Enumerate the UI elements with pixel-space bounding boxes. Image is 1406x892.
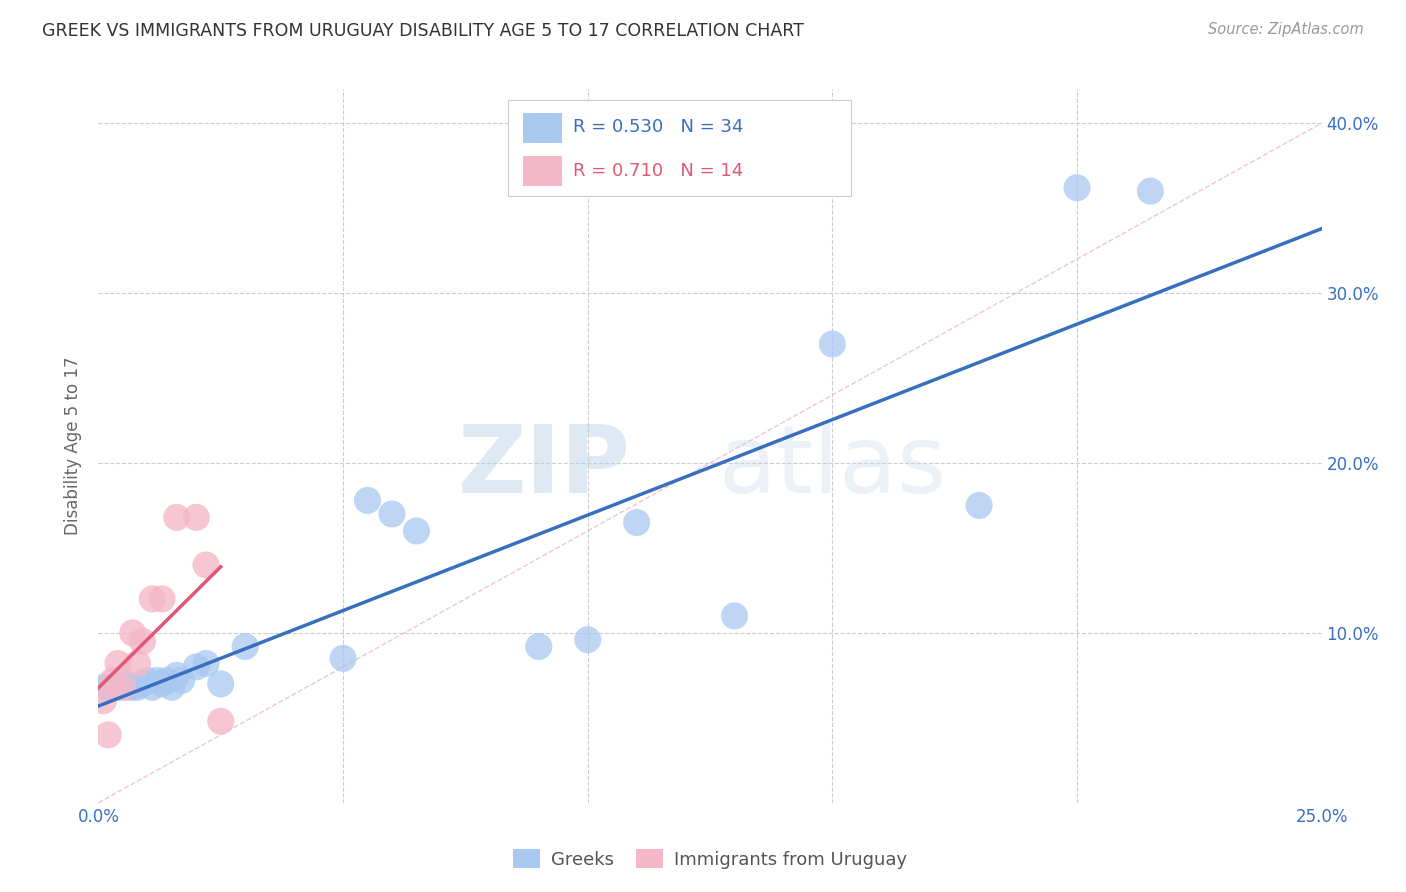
Point <box>160 680 183 694</box>
Point <box>1139 184 1161 198</box>
Point <box>186 660 208 674</box>
Point <box>186 510 208 524</box>
Point <box>111 680 134 694</box>
Point <box>91 680 114 694</box>
Point <box>405 524 427 538</box>
FancyBboxPatch shape <box>523 155 562 186</box>
Point <box>332 651 354 665</box>
Point <box>1066 180 1088 194</box>
Point <box>101 673 124 688</box>
Point <box>107 680 129 694</box>
Point <box>195 558 218 572</box>
Point <box>209 714 232 729</box>
Point <box>170 673 193 688</box>
Text: ZIP: ZIP <box>457 421 630 514</box>
Text: Source: ZipAtlas.com: Source: ZipAtlas.com <box>1208 22 1364 37</box>
Point <box>131 677 153 691</box>
Point <box>576 632 599 647</box>
Point <box>166 668 188 682</box>
Point <box>111 673 134 688</box>
Point <box>195 657 218 671</box>
Point <box>127 657 149 671</box>
Point <box>107 657 129 671</box>
FancyBboxPatch shape <box>523 112 562 143</box>
Point <box>626 516 648 530</box>
Point <box>150 677 173 691</box>
Legend: Greeks, Immigrants from Uruguay: Greeks, Immigrants from Uruguay <box>506 842 914 876</box>
Point <box>146 673 169 688</box>
Point <box>111 680 134 694</box>
Point <box>821 337 844 351</box>
Point <box>127 680 149 694</box>
Point <box>156 673 179 688</box>
Point <box>101 680 124 694</box>
Text: GREEK VS IMMIGRANTS FROM URUGUAY DISABILITY AGE 5 TO 17 CORRELATION CHART: GREEK VS IMMIGRANTS FROM URUGUAY DISABIL… <box>42 22 804 40</box>
Point <box>97 728 120 742</box>
Point <box>233 640 256 654</box>
Point <box>150 591 173 606</box>
Point <box>136 673 159 688</box>
Y-axis label: Disability Age 5 to 17: Disability Age 5 to 17 <box>65 357 83 535</box>
Point <box>131 634 153 648</box>
Point <box>209 677 232 691</box>
Point <box>527 640 550 654</box>
Point <box>121 626 143 640</box>
Text: atlas: atlas <box>718 421 946 514</box>
Point <box>121 680 143 694</box>
Point <box>97 680 120 694</box>
Point <box>356 493 378 508</box>
Point <box>166 510 188 524</box>
Text: R = 0.710   N = 14: R = 0.710 N = 14 <box>574 161 744 179</box>
Point <box>723 608 745 623</box>
Text: R = 0.530   N = 34: R = 0.530 N = 34 <box>574 118 744 136</box>
FancyBboxPatch shape <box>508 100 851 196</box>
Point <box>967 499 990 513</box>
Point <box>141 591 163 606</box>
Point <box>117 680 139 694</box>
Point <box>381 507 404 521</box>
Point <box>91 694 114 708</box>
Point <box>141 680 163 694</box>
